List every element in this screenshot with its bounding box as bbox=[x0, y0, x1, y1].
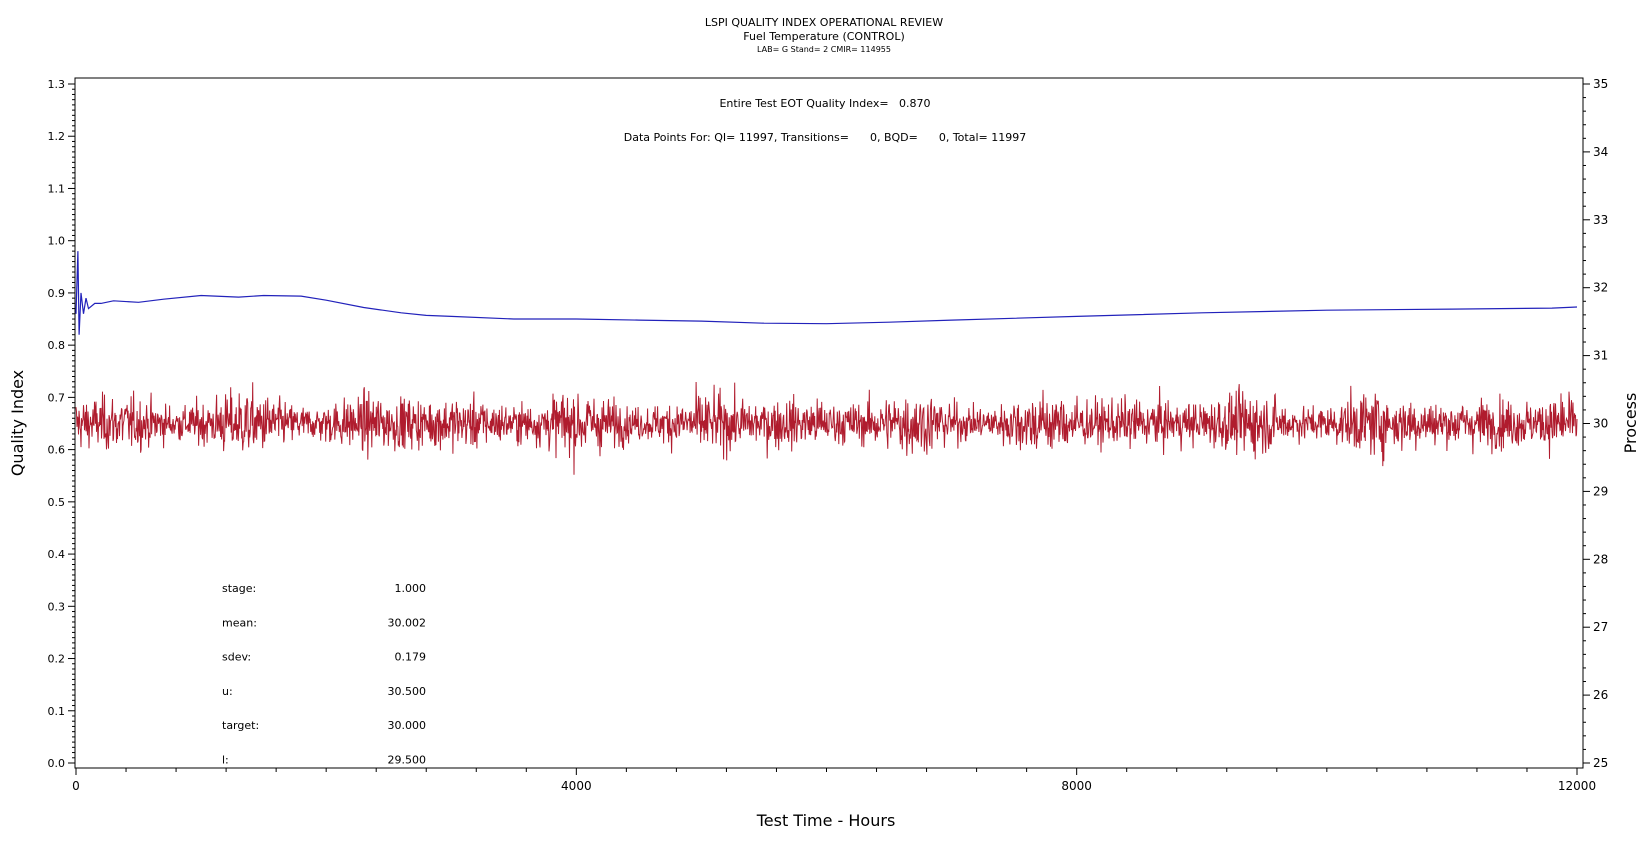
y-tick-label: 0.6 bbox=[48, 444, 66, 457]
x-tick-label: 12000 bbox=[1558, 779, 1596, 793]
stat-value: 30.000 bbox=[388, 719, 427, 732]
x-axis-label: Test Time - Hours bbox=[756, 811, 896, 830]
y2-tick-label: 26 bbox=[1593, 688, 1608, 702]
quality-index-line bbox=[75, 251, 1578, 335]
chart-subsubtitle: LAB= G Stand= 2 CMIR= 114955 bbox=[757, 45, 891, 54]
x-tick-label: 0 bbox=[72, 779, 80, 793]
y2-tick-label: 30 bbox=[1593, 417, 1608, 431]
y-tick-label: 0.5 bbox=[48, 496, 66, 509]
stats-block: stage: 1.000 mean: 30.002 sdev: 0.179 u: 30.500… bbox=[222, 582, 426, 767]
y-axis-label: Quality Index bbox=[8, 370, 27, 476]
stat-value: 29.500 bbox=[388, 754, 427, 767]
y-tick-label: 0.9 bbox=[48, 287, 66, 300]
stat-value: 1.000 bbox=[395, 582, 427, 595]
y-tick-label: 1.3 bbox=[48, 78, 66, 91]
y-tick-label: 0.1 bbox=[48, 705, 66, 718]
left-axis: 0.0 0.1 0.2 0.3 0.4 0.5 0.6 0.7 0.8 0.9 1.0 1.1 1.2 1… bbox=[48, 78, 75, 770]
bottom-axis: 0 4000 8000 12000 bbox=[72, 768, 1596, 793]
y-tick-label: 0.8 bbox=[48, 339, 66, 352]
process-trace bbox=[75, 381, 1578, 475]
stat-label: mean: bbox=[222, 616, 257, 629]
series-quality-index bbox=[75, 251, 1578, 335]
y2-tick-label: 28 bbox=[1593, 552, 1608, 566]
points-annotation: Data Points For: QI= 11997, Transitions=… bbox=[624, 131, 1026, 144]
y2-tick-label: 33 bbox=[1593, 213, 1608, 227]
stat-label: stage: bbox=[222, 582, 256, 595]
stat-label: target: bbox=[222, 719, 259, 732]
y2-tick-label: 31 bbox=[1593, 349, 1608, 363]
stat-value: 0.179 bbox=[395, 651, 427, 664]
y2-tick-label: 34 bbox=[1593, 145, 1608, 159]
y2-tick-label: 27 bbox=[1593, 620, 1608, 634]
x-tick-label: 8000 bbox=[1061, 779, 1092, 793]
stat-value: 30.500 bbox=[388, 685, 427, 698]
y-tick-label: 0.7 bbox=[48, 391, 66, 404]
y-tick-label: 0.0 bbox=[48, 757, 66, 770]
y-tick-label: 0.4 bbox=[48, 548, 66, 561]
y-tick-label: 0.2 bbox=[48, 653, 66, 666]
right-axis: 25 26 27 28 29 30 31 32 33 34 35 bbox=[1583, 77, 1608, 770]
y2-tick-label: 25 bbox=[1593, 756, 1608, 770]
y2-tick-label: 35 bbox=[1593, 77, 1608, 91]
series-process bbox=[75, 381, 1578, 475]
stat-label: u: bbox=[222, 685, 233, 698]
y2-tick-label: 29 bbox=[1593, 484, 1608, 498]
x-tick-label: 4000 bbox=[561, 779, 592, 793]
stat-label: sdev: bbox=[222, 651, 251, 664]
chart-title: LSPI QUALITY INDEX OPERATIONAL REVIEW bbox=[705, 16, 943, 29]
stat-label: l: bbox=[222, 754, 229, 767]
y-tick-label: 1.2 bbox=[48, 130, 66, 143]
y-tick-label: 1.0 bbox=[48, 235, 66, 248]
stat-value: 30.002 bbox=[388, 616, 427, 629]
chart-subtitle: Fuel Temperature (CONTROL) bbox=[743, 30, 905, 43]
y2-axis-label: Process bbox=[1621, 393, 1640, 454]
y2-tick-label: 32 bbox=[1593, 281, 1608, 295]
y-tick-label: 0.3 bbox=[48, 600, 66, 613]
qi-annotation: Entire Test EOT Quality Index= 0.870 bbox=[719, 97, 930, 110]
y-tick-label: 1.1 bbox=[48, 182, 66, 195]
